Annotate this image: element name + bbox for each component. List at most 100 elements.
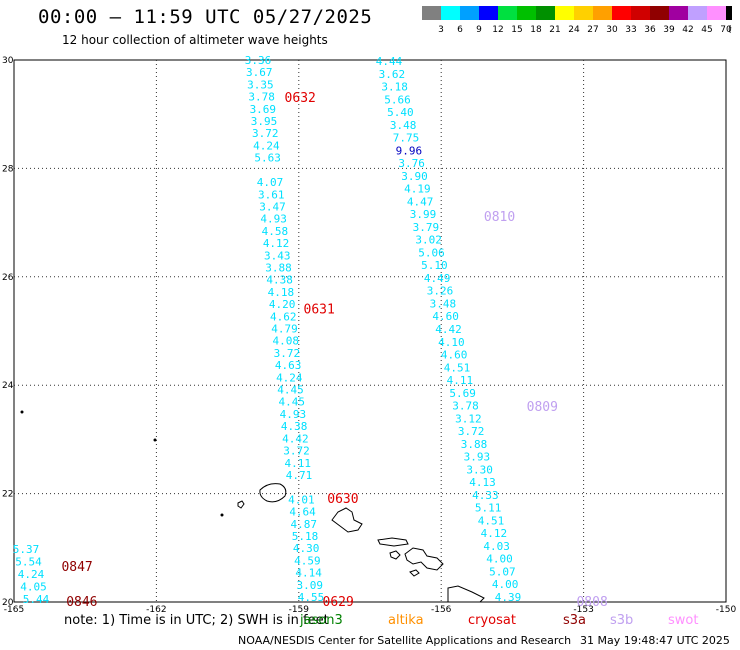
wave-height-value: 3.48 (430, 297, 457, 310)
lon-tick-label: -159 (289, 605, 310, 615)
colorbar-label: 15 (511, 25, 522, 35)
colorbar-swatch (726, 6, 732, 20)
wave-height-value: 4.12 (263, 237, 290, 250)
map-title: 00:00 – 11:59 UTC 05/27/2025 (38, 6, 373, 28)
wave-height-value: 4.87 (291, 518, 318, 531)
wave-height-value: 3.88 (265, 261, 292, 274)
wave-height-value: 4.30 (293, 542, 320, 555)
wave-height-value: 3.67 (246, 66, 273, 79)
island-maui (404, 547, 444, 571)
wave-height-value: 3.99 (410, 208, 437, 221)
island-hawaii (447, 585, 485, 603)
wave-height-value: 4.24 (276, 371, 303, 384)
wave-height-value: 5.44 (23, 593, 50, 606)
wave-height-value: 4.24 (18, 568, 45, 581)
colorbar-swatch (688, 6, 707, 20)
wave-height-value: 5.06 (418, 246, 445, 259)
wave-height-value: 4.03 (483, 540, 510, 553)
wave-height-value: 5.11 (475, 502, 502, 515)
wave-height-value: 3.35 (247, 78, 274, 91)
pass-time-label: 0846 (66, 595, 97, 610)
lat-tick-label: 22 (2, 490, 13, 500)
colorbar-swatch (707, 6, 726, 20)
colorbar-label: 27 (587, 25, 598, 35)
wave-height-value: 4.47 (407, 195, 434, 208)
wave-height-value: 3.26 (427, 285, 454, 298)
colorbar-label: 18 (530, 25, 542, 35)
island-dot-southwest (220, 513, 224, 517)
wave-height-value: 4.51 (444, 361, 471, 374)
wave-height-value: 4.14 (295, 567, 322, 580)
island-lanai (389, 550, 401, 560)
wave-height-value: 3.62 (379, 68, 406, 81)
colorbar-label: 9 (476, 25, 482, 35)
wave-height-value: 3.72 (283, 445, 310, 458)
wave-height-value: 4.93 (280, 408, 307, 421)
lat-tick-label: 28 (2, 164, 14, 174)
wave-height-value: 3.76 (398, 157, 425, 170)
colorbar-label: 6 (457, 25, 463, 35)
wave-height-value: 5.37 (13, 543, 40, 556)
wave-height-value: 3.69 (250, 103, 277, 116)
island-molokai (377, 537, 409, 547)
wave-height-value: 3.79 (413, 221, 440, 234)
axis-ticks: -165 -162 -159 -156 -153 -150 20 22 24 26 28 30 (2, 56, 736, 615)
colorbar-swatch (517, 6, 536, 20)
wave-height-value: 4.51 (478, 514, 505, 527)
wave-height-value: 3.30 (466, 463, 493, 476)
legend-satellite-cryosat: cryosat (468, 613, 516, 628)
colorbar-swatch (479, 6, 498, 20)
colorbar-swatch (536, 6, 555, 20)
wave-height-value: 4.71 (286, 469, 313, 482)
lat-tick-label: 26 (2, 273, 14, 283)
wave-height-value: 4.12 (481, 527, 508, 540)
legend-satellite-s3b: s3b (610, 613, 634, 628)
colorbar-label: 30 (606, 25, 618, 35)
pass-time-label: 0629 (323, 595, 354, 610)
wave-height-value: 4.45 (278, 396, 305, 409)
colorbar-swatch (498, 6, 517, 20)
hawaii-coastline (20, 410, 485, 603)
colorbar-label: 3 (438, 25, 444, 35)
wave-height-value: 4.18 (268, 286, 295, 299)
colorbar-label: 12 (492, 25, 503, 35)
lon-tick-label: -153 (573, 605, 593, 615)
colorbar-label: 39 (663, 25, 675, 35)
wave-height-value: 4.64 (289, 506, 316, 519)
wave-height-value: 3.95 (251, 115, 278, 128)
wave-height-value: 4.60 (432, 310, 459, 323)
colorbar-label: 21 (549, 25, 560, 35)
lat-tick-label: 20 (2, 598, 14, 608)
wave-height-value: 4.33 (472, 489, 499, 502)
colorbar-swatch (422, 6, 441, 20)
lat-tick-label: 24 (2, 381, 14, 391)
wave-height-value: 3.72 (458, 425, 485, 438)
wave-height-value: 3.78 (452, 400, 479, 413)
wave-height-value: 4.11 (447, 374, 474, 387)
lat-tick-label: 30 (2, 56, 14, 66)
island-kahoolawe (409, 569, 420, 577)
wave-height-value: 4.00 (492, 578, 519, 591)
lon-tick-label: -156 (431, 605, 452, 615)
wave-height-value: 3.48 (390, 119, 417, 132)
wave-height-value: 4.05 (20, 581, 47, 594)
wave-height-value: 3.47 (259, 200, 286, 213)
wave-height-value: 4.58 (262, 225, 289, 238)
colorbar-swatch (593, 6, 612, 20)
wave-height-value: 3.93 (464, 451, 491, 464)
wave-height-value: 4.00 (486, 553, 513, 566)
wave-height-value: 5.66 (384, 93, 411, 106)
colorbar-swatch (574, 6, 593, 20)
wave-height-map[interactable]: -165 -162 -159 -156 -153 -150 20 22 24 26 28 30 3.3… (0, 0, 740, 620)
colorbar-swatch (460, 6, 479, 20)
wave-height-value: 4.10 (438, 336, 465, 349)
wave-height-value: 3.09 (297, 579, 324, 592)
pass-time-label: 0630 (327, 492, 358, 507)
footer-source: NOAA/NESDIS Center for Satellite Applica… (238, 634, 572, 647)
colorbar-label: (ft) (728, 25, 732, 35)
colorbar-label: 42 (682, 25, 693, 35)
wave-height-value: 5.69 (449, 387, 476, 400)
wave-height-value: 4.93 (260, 213, 287, 226)
colorbar-label: 70 (720, 25, 732, 35)
